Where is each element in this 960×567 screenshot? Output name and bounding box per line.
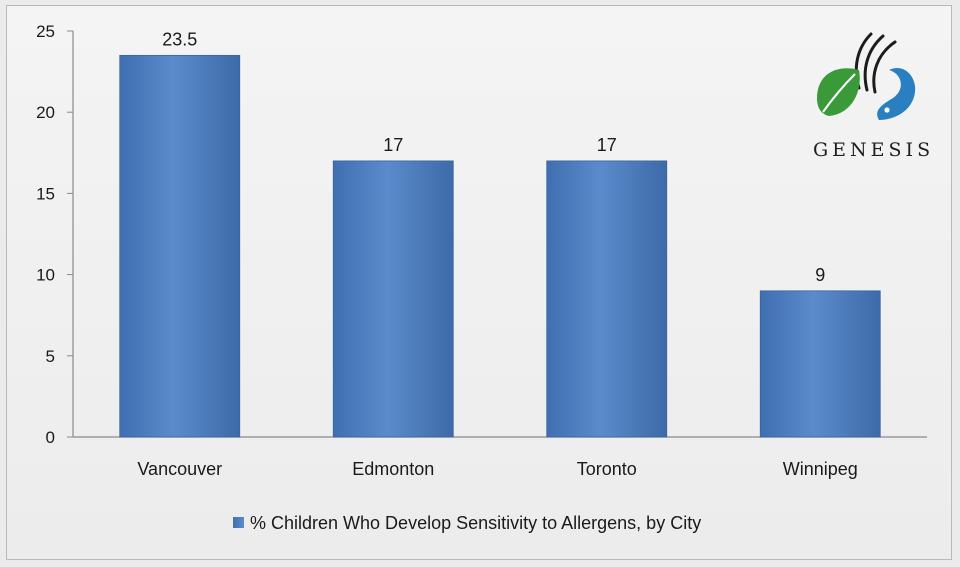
y-tick-label: 10	[36, 266, 55, 285]
category-label: Toronto	[577, 459, 637, 479]
bar-winnipeg	[759, 290, 881, 438]
data-label: 17	[383, 135, 403, 155]
legend-label: % Children Who Develop Sensitivity to Al…	[250, 513, 701, 533]
bar-vancouver	[119, 54, 241, 438]
logo-text: GENESIS	[813, 139, 934, 161]
category-label: Winnipeg	[783, 459, 858, 479]
bars	[119, 54, 881, 438]
data-label: 23.5	[162, 29, 197, 49]
data-labels: 23.5 17 17 9	[162, 29, 825, 284]
legend: % Children Who Develop Sensitivity to Al…	[233, 513, 701, 533]
category-label: Vancouver	[137, 459, 222, 479]
leaf-icon	[817, 68, 860, 116]
y-tick-label: 5	[46, 347, 55, 366]
data-label: 9	[815, 265, 825, 285]
y-tick-label: 0	[46, 428, 55, 447]
y-tick-label: 15	[36, 184, 55, 203]
bar-edmonton	[332, 160, 454, 438]
data-label: 17	[597, 135, 617, 155]
y-tick-label: 20	[36, 103, 55, 122]
genesis-logo: GENESIS	[813, 32, 934, 161]
chart-frame: 0 5 10 15 20 25 23.5 17 17 9 Vancouver Edmonton To…	[6, 5, 952, 560]
legend-swatch	[233, 517, 244, 528]
category-label: Edmonton	[352, 459, 434, 479]
bar-toronto	[546, 160, 668, 438]
category-labels: Vancouver Edmonton Toronto Winnipeg	[137, 459, 857, 479]
y-axis-ticks: 0 5 10 15 20 25	[36, 22, 73, 447]
water-drop-icon	[877, 67, 916, 120]
bar-chart: 0 5 10 15 20 25 23.5 17 17 9 Vancouver Edmonton To…	[36, 22, 934, 533]
swoosh-lines-icon	[854, 32, 897, 94]
y-tick-label: 25	[36, 22, 55, 41]
